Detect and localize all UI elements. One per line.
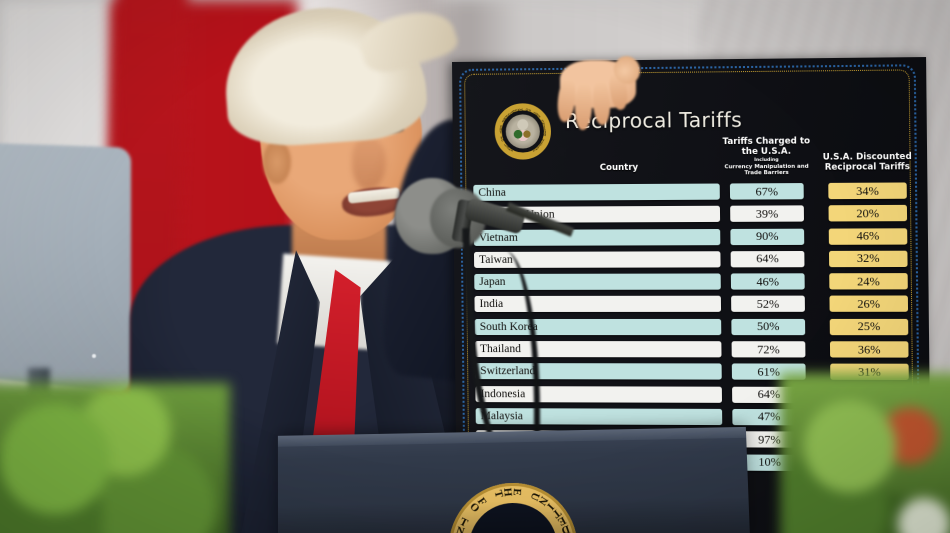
hand-gripping-board	[552, 52, 645, 132]
cell-discounted-tariff: 36%	[829, 341, 909, 358]
cell-tariff-charged: 72%	[731, 341, 806, 358]
eagle-emblem-icon	[505, 114, 541, 149]
column-header-discounted: U.S.A. Discounted Reciprocal Tariffs	[822, 151, 912, 173]
ear	[263, 140, 291, 184]
column-header-country: Country	[599, 162, 639, 174]
column-header-charged: Tariffs Charged to the U.S.A. Including …	[717, 136, 816, 177]
column-header-charged-sub2: Currency Manipulation and Trade Barriers	[724, 163, 809, 177]
cell-tariff-charged: 90%	[730, 228, 805, 245]
cell-discounted-tariff: 24%	[829, 273, 908, 290]
column-header-charged-main: Tariffs Charged to the U.S.A.	[722, 136, 811, 157]
cell-tariff-charged: 39%	[730, 205, 805, 223]
cell-tariff-charged: 50%	[731, 318, 806, 335]
cell-discounted-tariff: 34%	[828, 182, 907, 200]
cell-discounted-tariff: 20%	[828, 205, 908, 222]
seal-letter: S	[531, 148, 537, 153]
cell-discounted-tariff: 46%	[828, 227, 908, 245]
teleprompter-panel	[0, 142, 132, 394]
podium-shading	[277, 496, 750, 533]
cell-tariff-charged: 52%	[731, 296, 805, 313]
foreground-foliage-left	[0, 383, 230, 533]
foreground-foliage-right	[780, 373, 950, 533]
cell-country: China	[473, 183, 720, 201]
cell-discounted-tariff: 26%	[829, 295, 909, 313]
teleprompter-indicator-icon	[92, 354, 96, 358]
cell-discounted-tariff: 32%	[828, 250, 908, 268]
nose	[352, 138, 386, 190]
table-row: China 67% 34%	[473, 180, 913, 205]
cell-tariff-charged: 46%	[730, 273, 805, 290]
microphone-cable-secondary	[480, 250, 540, 520]
cell-tariff-charged: 67%	[729, 183, 804, 200]
cell-discounted-tariff: 25%	[829, 318, 909, 335]
cell-tariff-charged: 64%	[730, 250, 805, 268]
